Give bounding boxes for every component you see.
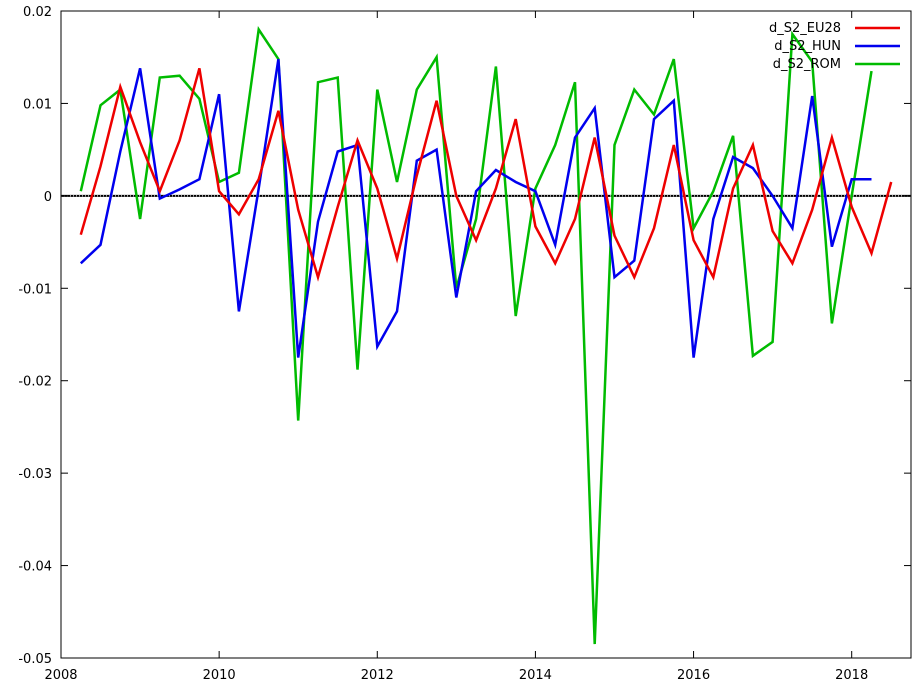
legend: d_S2_EU28 d_S2_HUN d_S2_ROM (769, 21, 900, 72)
x-tick-label: 2008 (44, 668, 77, 683)
x-tick-label: 2014 (519, 668, 552, 683)
x-tick-label: 2016 (677, 668, 710, 683)
x-tick-label: 2010 (203, 668, 236, 683)
y-tick-label: -0.05 (18, 652, 52, 667)
legend-label: d_S2_HUN (774, 39, 841, 54)
y-tick-label: 0 (44, 190, 52, 205)
legend-label: d_S2_ROM (773, 57, 841, 72)
x-tick-label: 2018 (835, 668, 868, 683)
series-layer (79, 26, 893, 645)
y-tick-label: 0.02 (23, 5, 52, 20)
y-tick-label: -0.02 (18, 375, 52, 390)
y-tick-label: 0.01 (23, 97, 52, 112)
plot-frame (60, 10, 912, 659)
y-tick-label: -0.03 (18, 467, 52, 482)
legend-label: d_S2_EU28 (769, 21, 841, 36)
series-line-d_S2_EU28 (79, 67, 893, 282)
y-tick-label: -0.04 (18, 560, 52, 575)
series-line-d_S2_HUN (79, 58, 872, 358)
x-tick-label: 2012 (361, 668, 394, 683)
y-tick-label: -0.01 (18, 282, 52, 297)
